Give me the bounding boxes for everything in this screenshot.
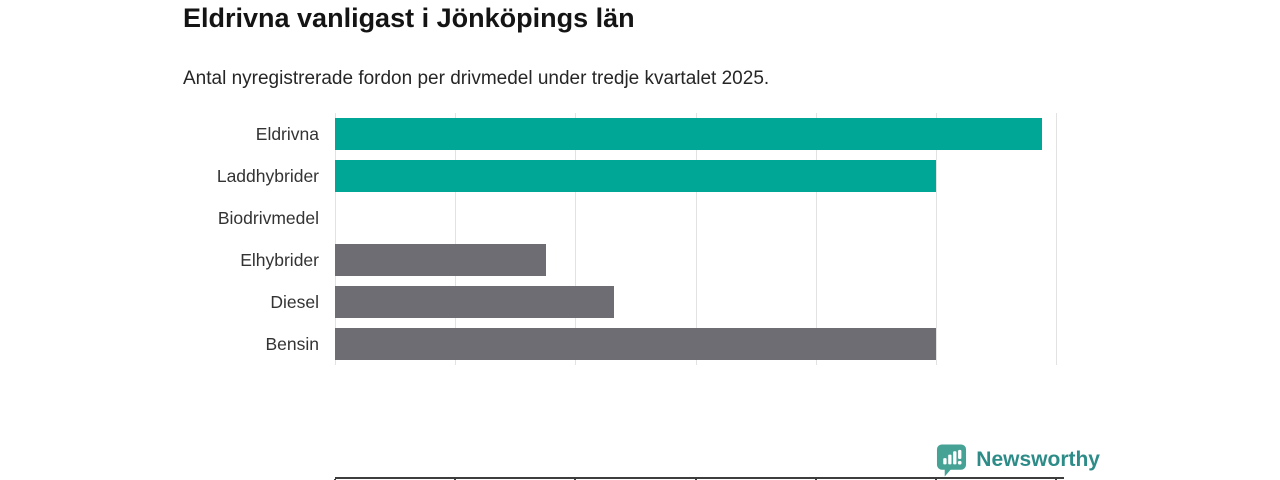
bar-track (335, 323, 1056, 365)
chart-row: Laddhybrider (184, 155, 1056, 197)
bar-track (335, 197, 1056, 239)
bar-bensin (335, 328, 936, 360)
chart-row: Biodrivmedel (184, 197, 1056, 239)
category-label: Diesel (270, 291, 319, 312)
category-label: Elhybrider (240, 249, 319, 270)
chart-title: Eldrivna vanligast i Jönköpings län (183, 3, 635, 33)
bar-track (335, 155, 1056, 197)
bar-eldrivna (335, 118, 1042, 150)
bar-track (335, 239, 1056, 281)
chart-row: Bensin (184, 323, 1056, 365)
chart-row: Diesel (184, 281, 1056, 323)
chart-row: Eldrivna (184, 113, 1056, 155)
category-label: Bensin (265, 333, 319, 354)
category-label: Eldrivna (255, 123, 319, 144)
bar-track (335, 113, 1056, 155)
bar-track (335, 281, 1056, 323)
newsworthy-logo: Newsworthy (936, 443, 1100, 477)
newsworthy-logo-text: Newsworthy (976, 448, 1100, 471)
chart-subtitle: Antal nyregistrerade fordon per drivmede… (183, 68, 770, 89)
bar-diesel (335, 286, 614, 318)
bar-laddhybrider (335, 160, 936, 192)
gridline-30 (1056, 113, 1057, 365)
bar-chart: Eldrivna Laddhybrider Biodrivmedel Elhybrid… (0, 113, 1280, 480)
bar-rows: Eldrivna Laddhybrider Biodrivmedel Elhybrid… (184, 113, 1056, 365)
bar-elhybrider (335, 244, 547, 276)
category-label: Laddhybrider (216, 165, 319, 186)
bar-chart-speech-bubble-icon (937, 444, 967, 477)
category-label: Biodrivmedel (217, 207, 319, 228)
chart-row: Elhybrider (184, 239, 1056, 281)
